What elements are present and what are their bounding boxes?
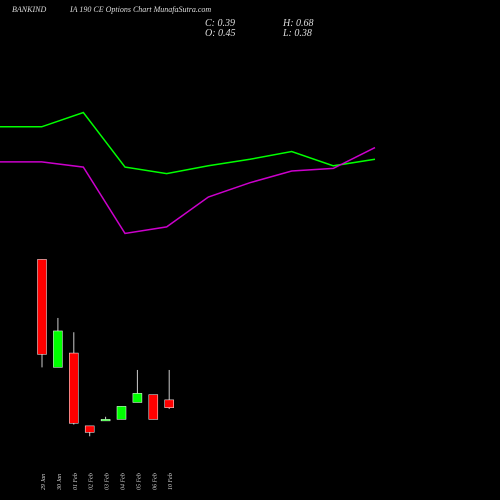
stat-close: C: 0.39 xyxy=(205,18,235,29)
chart-title: BANKIND xyxy=(12,5,46,14)
candle-body xyxy=(132,393,143,403)
candle-body xyxy=(84,425,95,433)
indicator-line xyxy=(0,146,376,235)
candle-body xyxy=(164,399,174,408)
x-tick-label: 10 Feb xyxy=(168,473,174,490)
stat-high: H: 0.68 xyxy=(282,18,314,29)
stat-low: L: 0.38 xyxy=(282,28,312,39)
candle-body xyxy=(148,394,159,420)
x-tick-label: 29 Jan xyxy=(41,474,47,490)
stat-open: O: 0.45 xyxy=(205,28,236,39)
candle-body xyxy=(53,330,63,368)
candle-body xyxy=(116,406,127,420)
x-tick-label: 06 Feb xyxy=(152,473,158,490)
x-tick-label: 01 Feb xyxy=(73,473,79,490)
candle-body xyxy=(37,259,47,355)
candle-body xyxy=(69,352,79,424)
x-tick-label: 02 Feb xyxy=(89,473,95,490)
chart-subtitle: IA 190 CE Options Chart MunafaSutra.com xyxy=(69,5,211,14)
x-tick-label: 30 Jan xyxy=(57,474,63,491)
x-tick-label: 04 Feb xyxy=(120,473,127,490)
x-tick-label: 05 Feb xyxy=(136,473,142,490)
x-tick-label: 03 Feb xyxy=(105,473,111,490)
indicator-line xyxy=(0,111,376,175)
candle-body xyxy=(100,419,111,422)
